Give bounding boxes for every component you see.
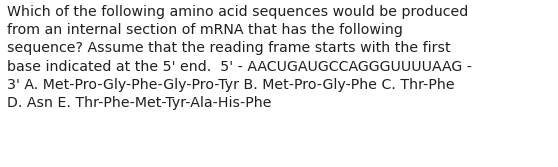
Text: Which of the following amino acid sequences would be produced
from an internal s: Which of the following amino acid sequen… [7,5,472,110]
